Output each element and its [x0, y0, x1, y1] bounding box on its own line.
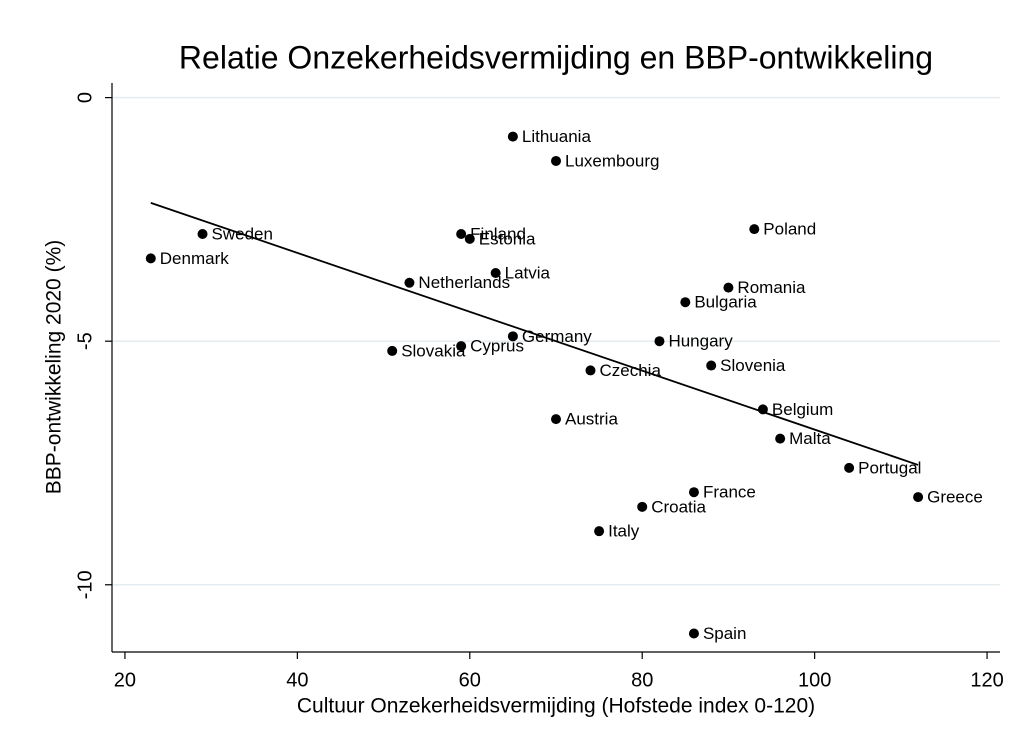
point [551, 155, 561, 166]
x-tick-label: 100 [798, 669, 831, 691]
point-label: Bulgaria [694, 293, 757, 312]
point-label: Croatia [651, 497, 706, 516]
x-tick-label: 60 [459, 669, 481, 691]
point [507, 331, 518, 342]
point-label: Germany [522, 327, 592, 346]
point [197, 229, 208, 240]
point [387, 345, 398, 356]
point-label: Denmark [160, 249, 229, 268]
point-label: Romania [737, 278, 806, 297]
point [688, 487, 699, 498]
point [844, 462, 855, 473]
point [654, 336, 665, 347]
point [637, 501, 648, 512]
point-label: Poland [763, 220, 816, 239]
point [688, 628, 699, 639]
point-label: Luxembourg [565, 151, 660, 170]
point-label: Austria [565, 410, 618, 429]
fit-line [150, 201, 919, 466]
y-tick-label: -10 [74, 570, 96, 599]
x-tick-label: 120 [970, 669, 1003, 691]
point [594, 526, 605, 537]
point [464, 233, 475, 244]
x-tick-label: 40 [286, 669, 308, 691]
point-label: Spain [703, 624, 746, 643]
x-axis-label: Cultuur Onzekerheidsvermijding (Hofstede… [297, 695, 815, 718]
point [913, 492, 924, 503]
point-label: Italy [608, 522, 640, 541]
point-label: Belgium [772, 400, 833, 419]
point-label: Hungary [668, 332, 733, 351]
x-tick-label: 80 [631, 669, 653, 691]
point [404, 277, 415, 288]
point-label: Portugal [858, 458, 921, 477]
point-label: Lithuania [522, 127, 592, 146]
point [775, 433, 786, 444]
point-label: Greece [927, 488, 983, 507]
point-label: Slovenia [720, 356, 786, 375]
point [680, 297, 691, 308]
y-tick-label: 0 [74, 92, 96, 103]
point-label: Malta [789, 429, 831, 448]
point [456, 229, 467, 240]
point-label: France [703, 483, 756, 502]
x-tick-label: 20 [114, 669, 136, 691]
chart-title: Relatie Onzekerheidsvermijding en BBP-on… [179, 39, 933, 75]
y-tick-label: -5 [74, 332, 96, 350]
point [456, 341, 467, 352]
point [749, 224, 760, 235]
point [723, 282, 734, 293]
point [551, 414, 561, 425]
point [490, 267, 501, 278]
point-label: Slovakia [401, 341, 466, 360]
point [757, 404, 768, 415]
point [706, 360, 717, 371]
point-label: Czechia [599, 361, 661, 380]
point-label: Cyprus [470, 337, 524, 356]
point [507, 131, 518, 142]
point-label: Estonia [479, 229, 536, 248]
point [145, 253, 156, 264]
y-axis-label: BBP-ontwikkeling 2020 (%) [43, 240, 66, 494]
point-label: Netherlands [418, 273, 510, 292]
point-label: Sweden [212, 225, 273, 244]
point-label: Finland [470, 225, 526, 244]
point-label: Latvia [505, 263, 551, 282]
point [585, 365, 596, 376]
